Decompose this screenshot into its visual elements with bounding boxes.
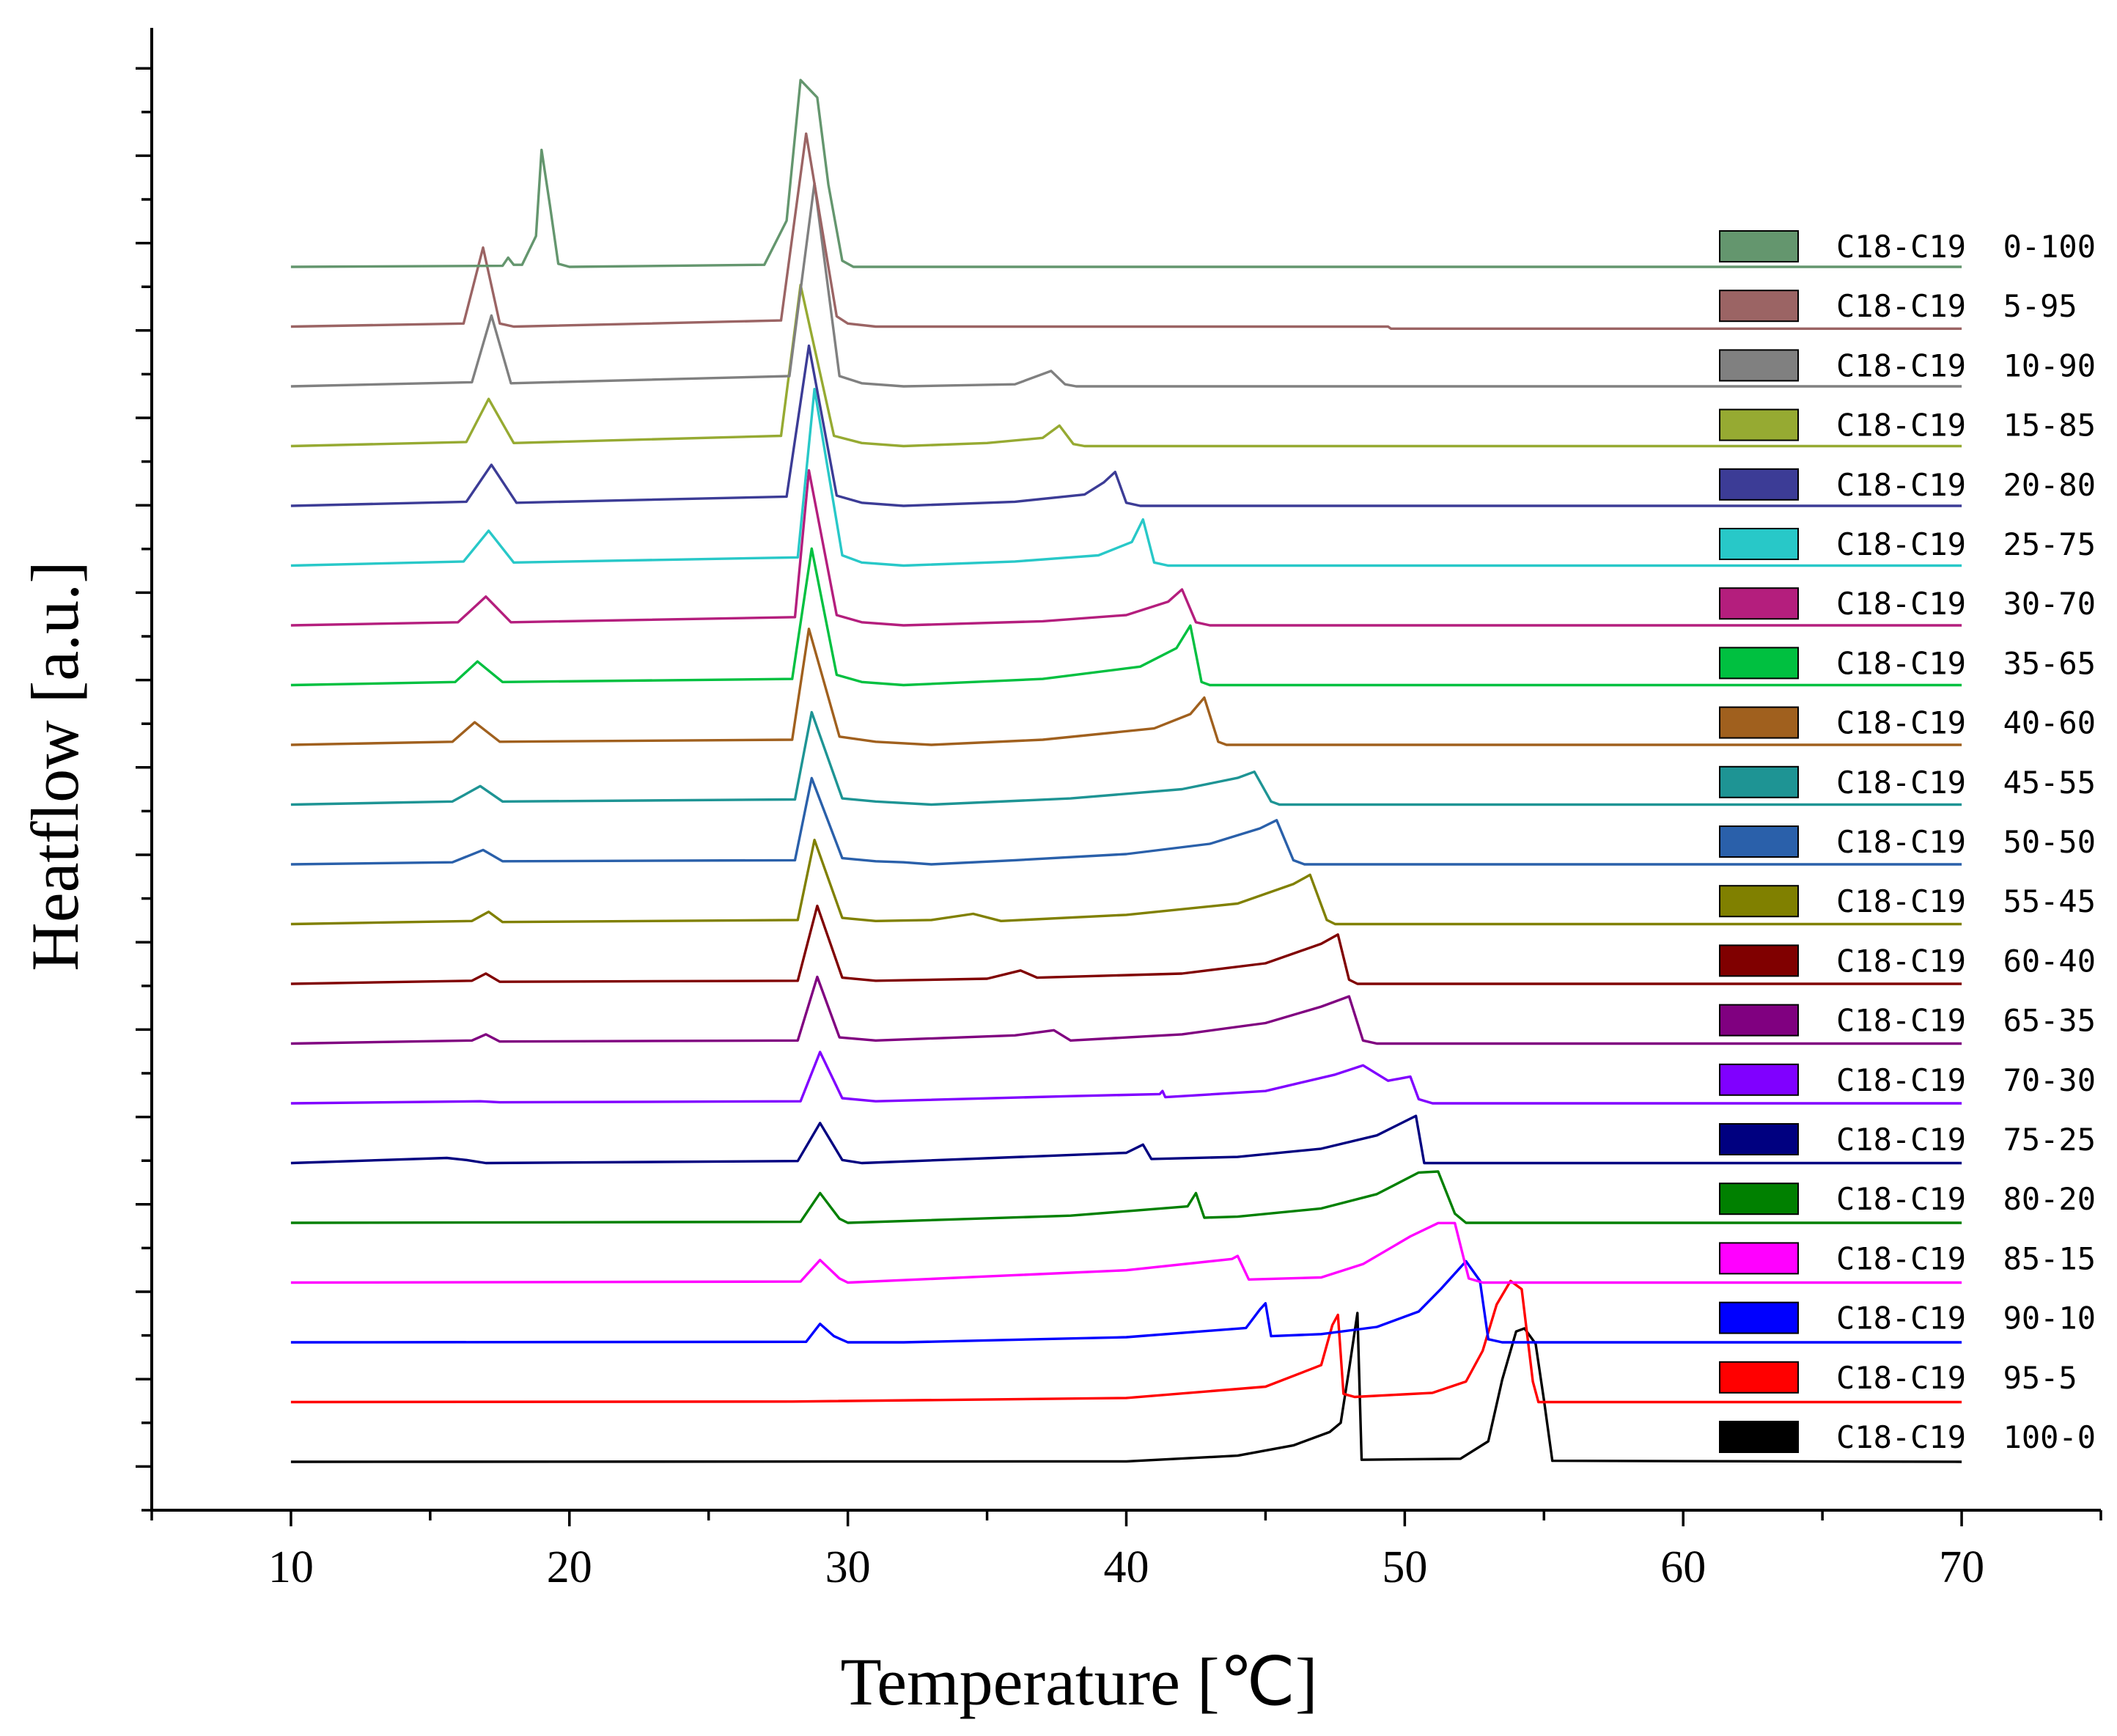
series-line-c18-c19-5-95 (290, 132, 1962, 330)
legend-swatch (1719, 408, 1799, 441)
legend-label: C18-C19 15-85 (1836, 408, 2096, 444)
legend-label: C18-C19 90-10 (1836, 1301, 2096, 1336)
legend-label: C18-C19 50-50 (1836, 824, 2096, 860)
series-line-c18-c19-70-30 (290, 1051, 1962, 1105)
legend-label: C18-C19 20-80 (1836, 467, 2096, 503)
legend-swatch (1719, 1004, 1799, 1037)
x-axis-title: Temperature [℃] (840, 1644, 1317, 1719)
series-line-c18-c19-0-100 (290, 78, 1962, 268)
series-line-c18-c19-30-70 (290, 468, 1962, 627)
legend-label: C18-C19 55-45 (1836, 883, 2096, 919)
y-axis-title: Heatflow [a.u.] (18, 561, 92, 971)
legend-swatch (1719, 1183, 1799, 1215)
legend-swatch (1719, 765, 1799, 798)
legend-label: C18-C19 85-15 (1836, 1240, 2096, 1276)
legend-swatch (1719, 706, 1799, 739)
x-tick-label: 70 (1939, 1542, 1984, 1592)
legend-label: C18-C19 0-100 (1836, 229, 2096, 265)
legend-swatch (1719, 1361, 1799, 1394)
legend-swatch (1719, 468, 1799, 501)
legend-swatch (1719, 1123, 1799, 1155)
legend-label: C18-C19 65-35 (1836, 1003, 2096, 1039)
series-line-c18-c19-65-35 (290, 975, 1962, 1045)
plot-frame (150, 28, 2101, 1512)
series-line-c18-c19-75-25 (290, 1114, 1962, 1165)
series-line-c18-c19-45-55 (290, 710, 1962, 806)
legend-swatch (1719, 528, 1799, 560)
legend-label: C18-C19 5-95 (1836, 288, 2077, 324)
series-line-c18-c19-90-10 (290, 1259, 1962, 1344)
x-tick-label: 20 (547, 1542, 592, 1592)
legend-swatch (1719, 1063, 1799, 1096)
legend-label: C18-C19 40-60 (1836, 705, 2096, 741)
legend-label: C18-C19 25-75 (1836, 526, 2096, 562)
series-line-c18-c19-85-15 (290, 1221, 1962, 1284)
legend-swatch (1719, 1301, 1799, 1334)
legend-label: C18-C19 70-30 (1836, 1062, 2096, 1098)
legend-swatch (1719, 1242, 1799, 1275)
legend-swatch (1719, 1421, 1799, 1453)
x-tick-label: 60 (1660, 1542, 1706, 1592)
legend-swatch (1719, 825, 1799, 858)
legend-label: C18-C19 60-40 (1836, 943, 2096, 979)
legend-label: C18-C19 95-5 (1836, 1360, 2077, 1396)
series-line-c18-c19-40-60 (290, 628, 1962, 746)
series-line-c18-c19-20-80 (290, 344, 1962, 507)
legend-swatch (1719, 647, 1799, 680)
series-line-c18-c19-10-90 (290, 182, 1962, 388)
legend-label: C18-C19 10-90 (1836, 347, 2096, 383)
series-line-c18-c19-60-40 (290, 904, 1962, 985)
y-axis-ticks (136, 67, 152, 1512)
x-tick-label: 10 (268, 1542, 314, 1592)
x-tick-label: 50 (1382, 1542, 1427, 1592)
series-line-c18-c19-25-75 (290, 388, 1962, 567)
series-line-c18-c19-100-0 (290, 1312, 1962, 1463)
series-line-c18-c19-15-85 (290, 284, 1962, 448)
x-axis-ticks: 10 20 30 40 50 60 70 (150, 1510, 2102, 1592)
legend-label: C18-C19 75-25 (1836, 1122, 2096, 1158)
legend-swatch (1719, 944, 1799, 977)
legend-swatch (1719, 290, 1799, 323)
series-line-c18-c19-35-65 (290, 547, 1962, 687)
series-line-c18-c19-55-45 (290, 839, 1962, 926)
legend-label: C18-C19 100-0 (1836, 1419, 2096, 1455)
legend: C18-C19 0-100 C18-C19 5-95 C18-C19 10-90 C1… (1719, 229, 2096, 1455)
legend-swatch (1719, 885, 1799, 918)
series-line-c18-c19-95-5 (290, 1279, 1962, 1404)
legend-label: C18-C19 45-55 (1836, 765, 2096, 801)
legend-swatch (1719, 587, 1799, 620)
legend-label: C18-C19 30-70 (1836, 586, 2096, 622)
legend-label: C18-C19 35-65 (1836, 645, 2096, 681)
legend-swatch (1719, 349, 1799, 382)
series-line-c18-c19-50-50 (290, 776, 1962, 866)
legend-swatch (1719, 230, 1799, 262)
legend-label: C18-C19 80-20 (1836, 1181, 2096, 1217)
x-tick-label: 40 (1104, 1542, 1149, 1592)
series-line-c18-c19-80-20 (290, 1170, 1962, 1224)
x-tick-label: 30 (825, 1542, 871, 1592)
curve-group (290, 78, 1962, 1463)
